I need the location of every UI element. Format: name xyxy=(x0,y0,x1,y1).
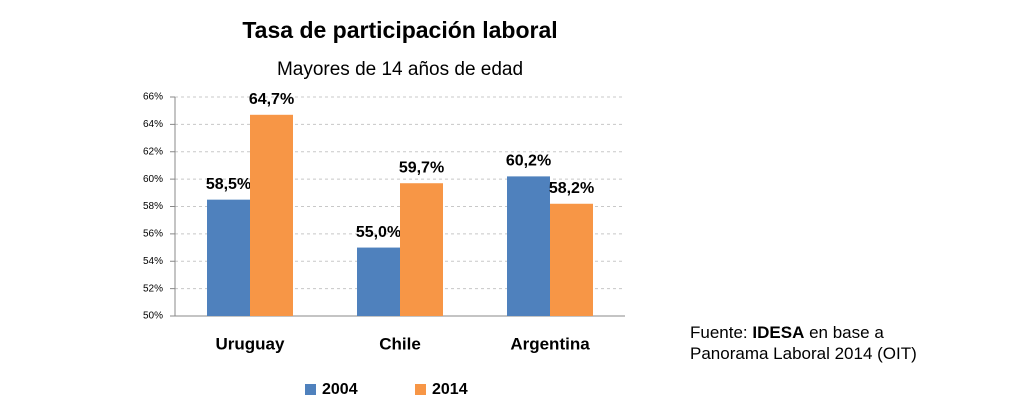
x-tick-label: Chile xyxy=(379,334,421,353)
source-prefix: Fuente: xyxy=(690,323,748,342)
value-label: 58,5% xyxy=(206,176,251,193)
legend-label: 2004 xyxy=(322,381,358,398)
y-tick-label: 58% xyxy=(143,201,163,212)
y-tick-label: 62% xyxy=(143,146,163,157)
y-tick-label: 56% xyxy=(143,229,163,240)
legend-swatch xyxy=(305,384,316,395)
y-tick-label: 60% xyxy=(143,174,163,185)
y-tick-label: 66% xyxy=(143,92,163,103)
bar xyxy=(250,114,293,316)
value-label: 64,7% xyxy=(249,91,294,108)
bar xyxy=(207,199,250,316)
chart-subtitle: Mayores de 14 años de edad xyxy=(277,59,523,80)
bar xyxy=(400,183,443,316)
value-label: 59,7% xyxy=(399,159,444,176)
x-tick-label: Uruguay xyxy=(216,334,286,353)
y-tick-label: 52% xyxy=(143,283,163,294)
value-label: 55,0% xyxy=(356,224,401,241)
chart-title: Tasa de participación laboral xyxy=(242,17,557,43)
value-label: 58,2% xyxy=(549,180,594,197)
source-rest: en base a Panorama Laboral 2014 (OIT) xyxy=(690,323,917,363)
y-tick-label: 54% xyxy=(143,256,163,267)
y-tick-label: 50% xyxy=(143,311,163,322)
legend-label: 2014 xyxy=(432,381,468,398)
y-tick-label: 64% xyxy=(143,119,163,130)
source-bold: IDESA xyxy=(752,323,805,342)
value-label: 60,2% xyxy=(506,153,551,170)
bar xyxy=(550,203,593,316)
bar xyxy=(507,176,550,316)
x-tick-label: Argentina xyxy=(510,334,590,353)
legend-swatch xyxy=(415,384,426,395)
bar xyxy=(357,247,400,316)
source-note: Fuente: IDESA en base a Panorama Laboral… xyxy=(690,322,920,364)
